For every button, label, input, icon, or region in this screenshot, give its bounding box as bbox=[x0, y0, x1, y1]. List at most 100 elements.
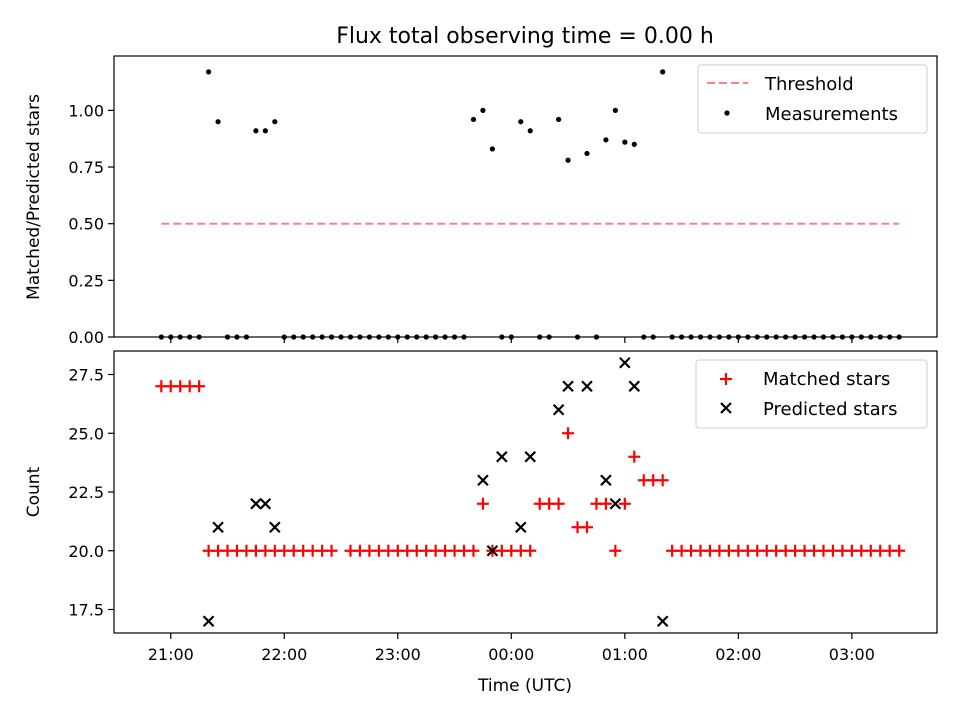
measurement-point bbox=[622, 139, 628, 145]
x-tick-label: 02:00 bbox=[715, 645, 761, 664]
measurement-point bbox=[196, 334, 202, 340]
measurement-point bbox=[527, 128, 533, 134]
bottom-plot: 17.5 20.0 22.5 25.0 27.5 21:00 22:00 23:00 00:0… bbox=[24, 350, 938, 696]
x-tick-label: 00:00 bbox=[488, 645, 534, 664]
y-tick-label: 0.50 bbox=[68, 215, 104, 234]
top-plot: 0.00 0.25 0.50 0.75 1.00 Matched/Predicted s… bbox=[24, 55, 938, 347]
measurement-point bbox=[726, 334, 732, 340]
measurement-point bbox=[830, 334, 836, 340]
measurement-point bbox=[366, 334, 373, 340]
predicted-point bbox=[496, 450, 508, 463]
measurement-point bbox=[603, 137, 609, 143]
measurement-point bbox=[660, 69, 666, 75]
matched-point bbox=[467, 544, 480, 557]
predicted-point bbox=[269, 521, 281, 534]
measurement-point bbox=[243, 334, 250, 340]
matched-point bbox=[476, 497, 489, 510]
measurement-point bbox=[537, 334, 543, 340]
measurement-point bbox=[801, 334, 808, 340]
matched-point bbox=[524, 544, 537, 557]
bottom-legend-box bbox=[695, 359, 928, 429]
measurement-point bbox=[773, 334, 779, 340]
y-tick-label: 0.75 bbox=[68, 158, 104, 177]
measurement-point bbox=[887, 334, 893, 340]
y-tick-label: 17.5 bbox=[68, 601, 104, 620]
measurement-point bbox=[877, 334, 883, 340]
measurement-point bbox=[754, 334, 760, 340]
predicted-point bbox=[250, 497, 262, 510]
measurement-point bbox=[593, 334, 600, 340]
measurement-legend-label: Measurements bbox=[765, 104, 898, 125]
measurement-point bbox=[489, 146, 495, 152]
y-tick-label: 22.5 bbox=[68, 483, 104, 502]
predicted-point bbox=[259, 497, 272, 510]
chart-title: Flux total observing time = 0.00 h bbox=[336, 24, 714, 49]
measurement-point bbox=[272, 119, 278, 125]
measurement-point bbox=[205, 69, 212, 75]
top-legend-box bbox=[697, 64, 928, 134]
measurement-point bbox=[385, 334, 391, 340]
matched-legend-icon bbox=[720, 373, 732, 385]
bottom-y-axis: 17.5 20.0 22.5 25.0 27.5 bbox=[68, 366, 114, 620]
predicted-point bbox=[600, 474, 612, 487]
matched-point bbox=[193, 380, 206, 393]
matched-legend-label: Matched stars bbox=[763, 369, 890, 390]
count-points bbox=[155, 356, 906, 628]
measurement-point bbox=[347, 334, 354, 340]
x-tick-label: 01:00 bbox=[602, 645, 648, 664]
measurement-point bbox=[414, 334, 420, 340]
matched-point bbox=[325, 544, 338, 557]
measurement-point bbox=[310, 334, 316, 340]
top-y-axis: 0.00 0.25 0.50 0.75 1.00 bbox=[68, 101, 114, 347]
measurement-point bbox=[470, 116, 477, 123]
matched-point bbox=[562, 427, 575, 440]
y-tick-label: 1.00 bbox=[68, 101, 104, 120]
top-legend: Threshold Measurements bbox=[697, 64, 928, 134]
matched-point bbox=[893, 544, 906, 557]
measurement-point bbox=[650, 334, 656, 340]
measurement-point bbox=[584, 150, 590, 157]
x-tick-label: 21:00 bbox=[148, 645, 194, 664]
measurement-point bbox=[868, 334, 874, 340]
measurement-point bbox=[224, 334, 231, 340]
matched-point bbox=[609, 544, 622, 557]
measurement-point bbox=[688, 334, 694, 340]
measurement-point bbox=[697, 334, 704, 340]
measurement-point bbox=[574, 334, 581, 340]
y-tick-label: 27.5 bbox=[68, 366, 104, 385]
predicted-point bbox=[514, 521, 527, 534]
measurement-point bbox=[291, 334, 297, 340]
measurement-point bbox=[641, 334, 647, 340]
measurement-point bbox=[338, 334, 344, 340]
measurement-point bbox=[187, 334, 193, 340]
measurement-point bbox=[631, 141, 637, 147]
measurement-point bbox=[300, 334, 306, 340]
measurement-point bbox=[839, 334, 846, 340]
measurement-point bbox=[820, 334, 827, 340]
x-tick-label: 03:00 bbox=[829, 645, 875, 664]
top-y-axis-label: Matched/Predicted stars bbox=[24, 94, 44, 300]
predicted-point bbox=[562, 380, 574, 393]
measurement-point bbox=[556, 116, 562, 123]
y-tick-label: 25.0 bbox=[68, 424, 104, 443]
measurement-point bbox=[158, 334, 164, 340]
measurement-point bbox=[357, 334, 363, 340]
measurement-point bbox=[546, 334, 552, 340]
predicted-legend-icon bbox=[720, 402, 732, 414]
matched-point bbox=[656, 474, 669, 487]
predicted-point bbox=[202, 615, 215, 628]
measurement-point bbox=[451, 334, 458, 340]
predicted-legend-label: Predicted stars bbox=[763, 399, 897, 420]
matched-point bbox=[552, 497, 565, 510]
measurement-point bbox=[253, 128, 259, 134]
measurement-point bbox=[612, 107, 618, 113]
measurement-point bbox=[442, 334, 448, 340]
bottom-x-axis: 21:00 22:00 23:00 00:00 01:00 02:00 03:00 bbox=[148, 633, 875, 664]
measurement-point bbox=[716, 334, 723, 340]
matched-point bbox=[628, 450, 641, 463]
predicted-point bbox=[581, 380, 593, 393]
threshold-legend-label: Threshold bbox=[764, 74, 854, 95]
top-x-axis bbox=[170, 337, 853, 343]
predicted-point bbox=[609, 497, 622, 510]
